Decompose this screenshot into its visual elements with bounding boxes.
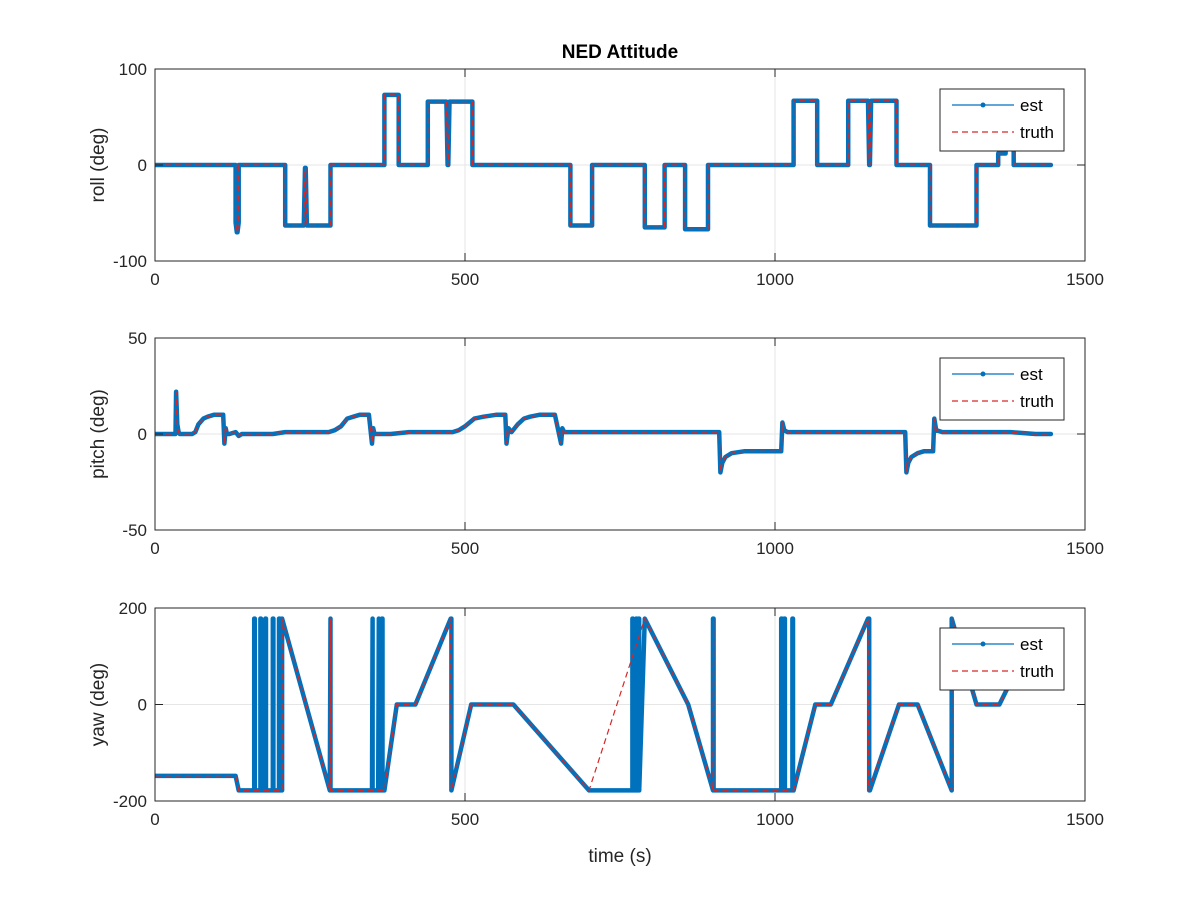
yaw-legend: est truth (939, 627, 1065, 691)
yaw-ytick-label: -200 (113, 792, 147, 811)
roll-xtick-label: 500 (451, 270, 479, 289)
yaw-series-truth (155, 617, 1015, 792)
pitch-legend-label-est: est (1020, 365, 1043, 384)
yaw-xtick-label: 500 (451, 810, 479, 829)
roll-legend-label-truth: truth (1020, 123, 1054, 142)
pitch-legend-label-truth: truth (1020, 392, 1054, 411)
roll-data (155, 92, 1054, 235)
pitch-xtick-label: 1000 (756, 539, 794, 558)
pitch-ytick-label: -50 (122, 521, 147, 540)
pitch-xtick-label: 1500 (1066, 539, 1104, 558)
roll-ytick-label: 100 (119, 60, 147, 79)
yaw-legend-box (939, 627, 1065, 691)
yaw-xtick-label: 0 (150, 810, 159, 829)
yaw-legend-label-truth: truth (1020, 662, 1054, 681)
pitch-ytick-label: 0 (138, 425, 147, 444)
yaw-xlabel: time (s) (588, 846, 651, 867)
pitch-legend: est truth (939, 357, 1065, 421)
yaw-data (155, 616, 1016, 793)
roll-xtick-label: 0 (150, 270, 159, 289)
pitch-legend-marker-est (980, 371, 986, 377)
roll-xtick-label: 1000 (756, 270, 794, 289)
roll-ylabel: roll (deg) (88, 128, 109, 203)
pitch-xtick-label: 0 (150, 539, 159, 558)
figure-title: NED Attitude (562, 42, 678, 63)
pitch-data (155, 389, 1054, 475)
pitch-series-truth (155, 391, 1051, 473)
roll-legend-marker-est (980, 102, 986, 108)
yaw-ytick-label: 0 (138, 696, 147, 715)
roll-legend-label-est: est (1020, 96, 1043, 115)
yaw-legend-label-est: est (1020, 635, 1043, 654)
roll-legend-box (939, 88, 1065, 152)
yaw-ytick-label: 200 (119, 599, 147, 618)
pitch-legend-box (939, 357, 1065, 421)
roll-ytick-label: 0 (138, 156, 147, 175)
pitch-xtick-label: 500 (451, 539, 479, 558)
yaw-ylabel: yaw (deg) (88, 663, 109, 746)
yaw-xtick-label: 1000 (756, 810, 794, 829)
roll-ytick-label: -100 (113, 252, 147, 271)
pitch-ytick-label: 50 (128, 329, 147, 348)
roll-xtick-label: 1500 (1066, 270, 1104, 289)
roll-legend: est truth (939, 88, 1065, 152)
roll-series-truth (155, 94, 1051, 233)
yaw-xtick-label: 1500 (1066, 810, 1104, 829)
yaw-legend-marker-est (980, 641, 986, 647)
pitch-ylabel: pitch (deg) (88, 389, 109, 479)
